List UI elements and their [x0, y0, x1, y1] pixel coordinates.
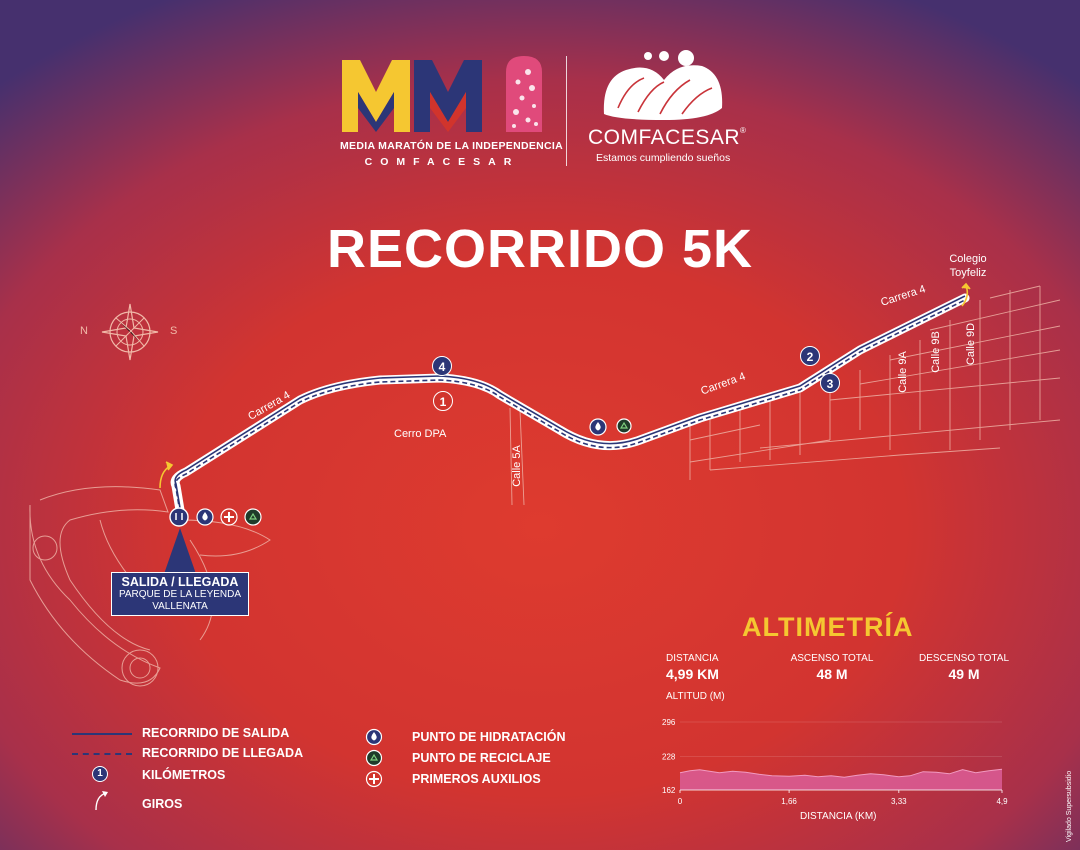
event-name-line1: MEDIA MARATÓN DE LA INDEPENDENCIA [340, 140, 564, 152]
route-return-line [174, 299, 966, 513]
street-label-calle9b: Calle 9B [929, 331, 942, 373]
km-marker-1: 1 [433, 391, 453, 411]
legend-hydration-label: PUNTO DE HIDRATACIÓN [412, 730, 566, 744]
first-aid-icon [365, 770, 383, 788]
x-tick-label: 0 [678, 797, 683, 806]
start-marker-icon [169, 507, 189, 527]
comfacesar-logo-graphic [603, 50, 723, 120]
hydration-icon [196, 508, 214, 526]
recycling-icon [244, 508, 262, 526]
descent-value: 49 M [948, 666, 980, 682]
service-points-start [169, 507, 262, 527]
route-outbound-line [174, 295, 966, 509]
distance-axis-label: DISTANCIA (KM) [800, 811, 877, 822]
legend-km-swatch: 1 [92, 766, 108, 782]
x-tick-label: 4,9 [996, 797, 1008, 806]
start-finish-title: SALIDA / LLEGADA [121, 575, 239, 589]
hydration-icon [589, 418, 607, 436]
legend-turns-label: GIROS [142, 797, 183, 811]
mmi-logo-graphic [342, 56, 542, 132]
legend-return-swatch [72, 753, 132, 755]
altitude-axis-label: ALTITUD (M) [666, 691, 725, 702]
km-marker-4: 4 [432, 356, 452, 376]
street-label-calle9d: Calle 9D [965, 322, 978, 366]
legend-return-label: RECORRIDO DE LLEGADA [142, 746, 304, 760]
km-marker-2: 2 [800, 346, 820, 366]
vigilado-text: Vigilado Supersubsidio [1066, 770, 1073, 842]
legend-recycling-label: PUNTO DE RECICLAJE [412, 751, 551, 765]
altimetry-title: ALTIMETRÍA [742, 612, 914, 642]
recycling-icon [616, 418, 632, 434]
sponsor-slogan: Estamos cumpliendo sueños [596, 152, 731, 164]
compass-south-label: S [170, 325, 178, 337]
legend-outbound-swatch [72, 733, 132, 735]
event-name-line2: COMFACESAR [364, 156, 520, 168]
service-points-mid [589, 418, 632, 436]
legend-km-label: KILÓMETROS [142, 768, 226, 782]
route-base [170, 293, 970, 515]
x-tick-label: 3,33 [891, 797, 907, 806]
y-tick-label: 228 [662, 753, 676, 762]
start-pointer [164, 528, 196, 574]
compass-rose-icon [101, 303, 159, 361]
recycling-icon [365, 749, 383, 767]
km-marker-3: 3 [820, 373, 840, 393]
legend-outbound-label: RECORRIDO DE SALIDA [142, 726, 290, 740]
turn-arrow-icon [95, 791, 108, 811]
turn-arrow-icon [961, 282, 971, 307]
street-label-calle5a: Calle 5A [510, 445, 523, 487]
legend-first-aid-label: PRIMEROS AUXILIOS [412, 772, 541, 786]
start-finish-label: SALIDA / LLEGADA PARQUE DE LA LEYENDA VA… [111, 572, 249, 616]
sponsor-name: COMFACESAR® [588, 126, 746, 150]
hydration-icon [365, 728, 383, 746]
place-label-cerro: Cerro DPA [394, 428, 447, 440]
first-aid-icon [220, 508, 238, 526]
distance-value: 4,99 KM [666, 666, 719, 682]
ascent-value: 48 M [816, 666, 848, 682]
x-tick-label: 1,66 [781, 797, 797, 806]
logo-divider [566, 56, 567, 166]
compass-north-label: N [80, 325, 88, 337]
y-tick-label: 296 [662, 718, 676, 727]
descent-label: DESCENSO TOTAL [918, 653, 1010, 664]
page-title: RECORRIDO 5K [326, 219, 754, 279]
turn-arrow-icon [159, 461, 174, 489]
distance-label: DISTANCIA [666, 653, 719, 664]
altitude-area [680, 769, 1002, 790]
start-finish-place: PARQUE DE LA LEYENDA VALLENATA [118, 589, 242, 612]
sponsor-name-text: COMFACESAR [588, 126, 741, 149]
altitude-line [679, 768, 1003, 778]
registered-mark: ® [740, 126, 747, 135]
street-grid [509, 285, 1061, 506]
place-label-colegio: Colegio Toyfeliz [949, 253, 987, 279]
street-label-calle9a: Calle 9A [896, 351, 909, 393]
ascent-label: ASCENSO TOTAL [790, 653, 874, 664]
y-tick-label: 162 [662, 786, 676, 795]
